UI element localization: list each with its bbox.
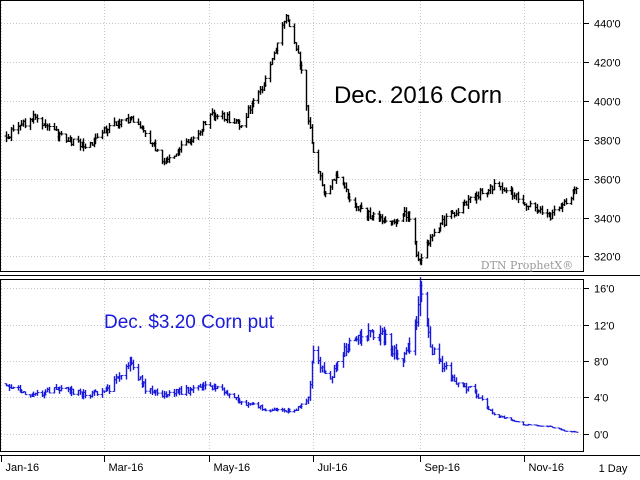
corn-put-bars	[4, 277, 579, 433]
top-chart-title: Dec. 2016 Corn	[334, 82, 502, 109]
put-panel-frame	[0, 279, 584, 452]
y-tick-label: 320'0	[594, 252, 621, 264]
y-tick-label: 440'0	[594, 19, 621, 31]
y-tick-label: 360'0	[594, 175, 621, 187]
y-tick-label: 340'0	[594, 214, 621, 226]
y-tick-label: 8'0	[594, 357, 608, 369]
x-axis: Jan-16 Mar-16 May-16 Jul-16 Sep-16 Nov-16	[1, 455, 564, 474]
watermark: DTN ProphetX®	[481, 259, 573, 272]
top-panel-grid	[1, 1, 583, 271]
x-tick-label: Jul-16	[318, 462, 348, 474]
y-tick-label: 16'0	[594, 284, 614, 296]
corn-futures-bars	[4, 14, 579, 266]
x-tick-label: May-16	[214, 462, 251, 474]
bottom-y-axis: 0'0 4'0 8'0 12'0 16'0	[584, 284, 614, 442]
y-tick-label: 380'0	[594, 136, 621, 148]
bottom-panel-grid	[1, 280, 583, 451]
top-y-axis: 320'0 340'0 360'0 380'0 400'0 420'0 440'0	[584, 19, 621, 264]
corn-panel-frame	[0, 0, 584, 272]
bottom-chart-title: Dec. $3.20 Corn put	[104, 312, 275, 333]
x-tick-label: Mar-16	[109, 462, 144, 474]
y-tick-label: 4'0	[594, 393, 608, 405]
y-tick-label: 420'0	[594, 58, 621, 70]
x-tick-label: Sep-16	[425, 462, 460, 474]
panel-frames	[0, 0, 640, 456]
period-label: 1 Day	[599, 463, 628, 475]
y-tick-label: 12'0	[594, 321, 614, 333]
x-tick-label: Nov-16	[529, 462, 564, 474]
y-tick-label: 400'0	[594, 97, 621, 109]
y-tick-label: 0'0	[594, 430, 608, 442]
x-tick-label: Jan-16	[6, 462, 40, 474]
